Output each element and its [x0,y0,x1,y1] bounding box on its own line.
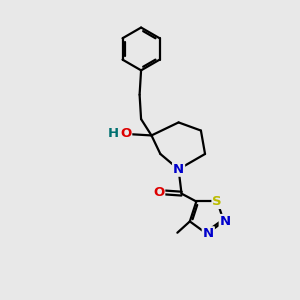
Text: N: N [220,215,231,228]
Text: N: N [173,163,184,176]
Text: H: H [108,127,119,140]
Text: O: O [120,127,131,140]
Text: N: N [203,227,214,240]
Text: O: O [153,186,164,199]
Text: S: S [212,195,222,208]
